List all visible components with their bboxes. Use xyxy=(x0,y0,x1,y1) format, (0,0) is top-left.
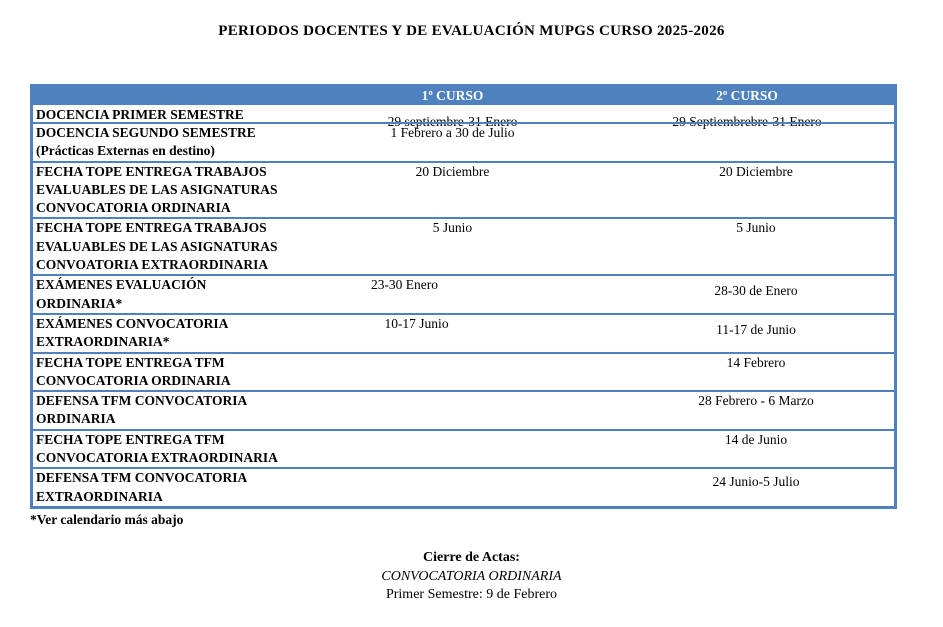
date-value: 5 Junio xyxy=(736,220,776,236)
table-row: DEFENSA TFM CONVOCATORIA ORDINARIA 28 Febr… xyxy=(33,390,894,429)
row-label: DOCENCIA PRIMER SEMESTRE xyxy=(36,107,244,122)
row-label: EXÁMENES CONVOCATORIA EXTRAORDINARIA* xyxy=(36,315,229,350)
cell-curso-2: 11-17 de Junio xyxy=(600,315,894,352)
cell-curso-2: 24 Junio-5 Julio xyxy=(600,469,894,506)
cell-curso-2: 5 Junio xyxy=(600,219,894,274)
cell-curso-2 xyxy=(600,124,894,161)
row-label: FECHA TOPE ENTREGA TFM CONVOCATORIA ORDIN… xyxy=(36,354,231,388)
table-body: DOCENCIA PRIMER SEMESTRE 29 septiembre-31… xyxy=(33,107,894,506)
date-value: 20 Diciembre xyxy=(415,163,490,179)
date-value: 10-17 Junio xyxy=(384,315,449,331)
table-row: FECHA TOPE ENTREGA TFM CONVOCATORIA ORDIN… xyxy=(33,351,894,391)
date-value: 28-30 de Enero xyxy=(714,283,798,299)
table-row: FECHA TOPE ENTREGA TFM CONVOCATORIA EXTRA… xyxy=(33,428,894,468)
closing-block: Cierre de Actas: CONVOCATORIA ORDINARIA … xyxy=(0,549,943,605)
footnote: *Ver calendario más abajo xyxy=(30,512,184,527)
date-value: 1 Febrero a 30 de Julio xyxy=(390,125,515,140)
cell-curso-2: 28 Febrero - 6 Marzo xyxy=(600,392,894,429)
date-value: 14 Febrero xyxy=(726,354,786,370)
date-value: 5 Junio xyxy=(432,220,473,236)
date-value: 23-30 Enero xyxy=(370,277,439,293)
date-value: 29 septiembre-31 Enero xyxy=(388,114,518,129)
date-value: 24 Junio-5 Julio xyxy=(712,474,800,490)
closing-semestre: Primer Semestre: 9 de Febrero xyxy=(385,587,558,602)
row-label: DOCENCIA SEGUNDO SEMESTRE (Prácticas Exte… xyxy=(36,125,256,159)
cell-curso-1: 10-17 Junio xyxy=(305,315,600,352)
closing-title: Cierre de Actas: xyxy=(423,550,520,565)
row-label: DEFENSA TFM CONVOCATORIA ORDINARIA xyxy=(36,393,248,427)
date-value: 29 Septiembrebre-31 Enero xyxy=(672,114,821,129)
date-value: 20 Diciembre xyxy=(719,163,793,179)
document-title: PERIODOS DOCENTES Y DE EVALUACIÓN MUPGS … xyxy=(218,23,725,39)
date-value: 28 Febrero - 6 Marzo xyxy=(698,393,814,409)
header-curso-1: 1º CURSO xyxy=(421,88,484,103)
row-divider-overlay xyxy=(33,122,894,124)
row-label: EXÁMENES EVALUACIÓN ORDINARIA* xyxy=(36,277,207,311)
cell-curso-1: 23-30 Enero xyxy=(305,276,600,313)
header-empty-cell xyxy=(33,87,305,105)
table-row: DEFENSA TFM CONVOCATORIA EXTRAORDINARIA 24… xyxy=(33,467,894,506)
cell-curso-2: 29 Septiembrebre-31 Enero xyxy=(600,107,894,129)
cell-curso-2: 20 Diciembre xyxy=(600,163,894,218)
date-value: 14 de Junio xyxy=(724,431,788,447)
header-curso-2: 2º CURSO xyxy=(716,88,778,103)
cell-curso-1 xyxy=(305,354,600,391)
cell-curso-1 xyxy=(305,392,600,429)
cell-curso-1: 5 Junio xyxy=(305,219,600,274)
cell-curso-1: 1 Febrero a 30 de Julio xyxy=(305,124,600,161)
date-value: 11-17 de Junio xyxy=(716,321,796,337)
table-row: FECHA TOPE ENTREGA TRABAJOS EVALUABLES DE… xyxy=(33,217,894,274)
cell-curso-1 xyxy=(305,469,600,506)
cell-curso-1: 20 Diciembre xyxy=(305,163,600,218)
cell-curso-2: 28-30 de Enero xyxy=(600,276,894,313)
table-row: DOCENCIA PRIMER SEMESTRE 29 septiembre-31… xyxy=(33,107,894,129)
cell-curso-1 xyxy=(305,431,600,468)
row-label: DEFENSA TFM CONVOCATORIA EXTRAORDINARIA xyxy=(36,470,248,504)
closing-convocatoria: CONVOCATORIA ORDINARIA xyxy=(381,568,562,584)
table-row: FECHA TOPE ENTREGA TRABAJOS EVALUABLES DE… xyxy=(33,160,894,218)
row-label: FECHA TOPE ENTREGA TRABAJOS EVALUABLES DE… xyxy=(36,220,278,273)
table-row: EXÁMENES CONVOCATORIA EXTRAORDINARIA* 10-1… xyxy=(33,312,894,352)
table-row: EXÁMENES EVALUACIÓN ORDINARIA* 23-30 Enero… xyxy=(33,274,894,313)
cell-curso-1: 29 septiembre-31 Enero xyxy=(305,107,600,129)
schedule-table: 1º CURSO 2º CURSO DOCENCIA PRIMER SEMEST… xyxy=(30,84,897,509)
cell-curso-2: 14 Febrero xyxy=(600,354,894,391)
row-label: FECHA TOPE ENTREGA TRABAJOS EVALUABLES DE… xyxy=(36,163,278,216)
table-header-row: 1º CURSO 2º CURSO xyxy=(33,87,894,107)
row-label: FECHA TOPE ENTREGA TFM CONVOCATORIA EXTRA… xyxy=(36,431,278,466)
cell-curso-2: 14 de Junio xyxy=(600,431,894,468)
